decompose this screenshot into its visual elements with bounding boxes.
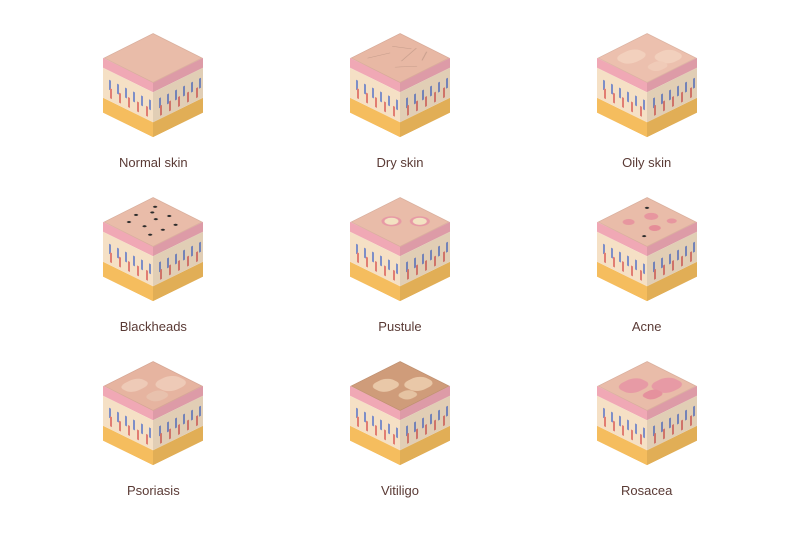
cube-dry — [330, 35, 470, 145]
skin-cube-rosacea: Rosacea — [553, 359, 740, 503]
skin-cube-pustule: Pustule — [307, 194, 494, 338]
label-vitiligo: Vitiligo — [381, 483, 419, 498]
skin-cube-blackheads: Blackheads — [60, 194, 247, 338]
skin-cube-dry: Dry skin — [307, 30, 494, 174]
cube-acne — [577, 199, 717, 309]
cube-blackheads — [83, 199, 223, 309]
label-psoriasis: Psoriasis — [127, 483, 180, 498]
skin-cube-oily: Oily skin — [553, 30, 740, 174]
label-pustule: Pustule — [378, 319, 421, 334]
label-rosacea: Rosacea — [621, 483, 672, 498]
skin-cube-psoriasis: Psoriasis — [60, 359, 247, 503]
skin-cube-normal: Normal skin — [60, 30, 247, 174]
cube-oily — [577, 35, 717, 145]
skin-cube-vitiligo: Vitiligo — [307, 359, 494, 503]
label-blackheads: Blackheads — [120, 319, 187, 334]
cube-psoriasis — [83, 363, 223, 473]
cube-pustule — [330, 199, 470, 309]
label-normal: Normal skin — [119, 155, 188, 170]
label-acne: Acne — [632, 319, 662, 334]
label-dry: Dry skin — [377, 155, 424, 170]
cube-rosacea — [577, 363, 717, 473]
skin-conditions-grid: Normal skin Dry skin Oily skin Blackheads Pu… — [0, 0, 800, 533]
skin-cube-acne: Acne — [553, 194, 740, 338]
label-oily: Oily skin — [622, 155, 671, 170]
cube-normal — [83, 35, 223, 145]
cube-vitiligo — [330, 363, 470, 473]
